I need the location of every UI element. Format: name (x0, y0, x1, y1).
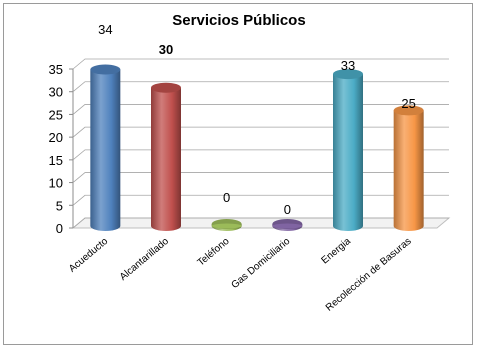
bar-3 (211, 219, 242, 231)
bar-top (90, 64, 121, 75)
gridline (72, 172, 449, 183)
y-tick-label: 20 (49, 130, 63, 145)
bar-body (333, 74, 363, 231)
bar-body (393, 110, 424, 231)
bar-1 (90, 64, 121, 232)
bar-5 (333, 69, 363, 231)
bar-body (90, 69, 121, 232)
bar-flat (272, 223, 303, 229)
data-label: 0 (284, 202, 291, 217)
gridline (72, 104, 449, 115)
y-tick-label: 35 (49, 62, 63, 77)
chart-floor (71, 217, 451, 229)
y-tick-label: 25 (49, 107, 63, 122)
bar-2 (151, 82, 181, 231)
data-label: 30 (159, 42, 173, 57)
bar-top (151, 82, 181, 93)
gridline (72, 81, 449, 93)
chart-title: Servicios Públicos (172, 12, 306, 29)
x-tick-label: Alcantarillado (118, 236, 171, 283)
data-label: 25 (401, 96, 415, 111)
data-label: 0 (223, 190, 230, 205)
data-label: 34 (98, 22, 112, 37)
gridline (72, 194, 449, 206)
bar-6 (393, 105, 424, 231)
bar-top (393, 105, 424, 116)
y-tick-label: 30 (49, 85, 63, 100)
gridline (72, 58, 449, 70)
y-tick-label: 10 (49, 176, 63, 191)
x-tick-label: Energia (319, 236, 353, 267)
x-tick-label: Acueducto (67, 236, 111, 275)
y-tick-label: 15 (49, 153, 63, 168)
y-tick-label: 5 (56, 198, 63, 213)
bar-body (151, 87, 181, 231)
bar-top (333, 69, 363, 80)
gridline (72, 126, 449, 138)
data-label: 33 (341, 58, 355, 73)
gridline (72, 149, 449, 161)
y-tick-label: 0 (56, 221, 63, 236)
gridline (72, 217, 449, 229)
bar-4 (272, 219, 303, 231)
x-tick-label: Teléfono (196, 236, 232, 269)
x-tick-label: Gas Domiciliario (229, 236, 292, 291)
bar-flat (211, 223, 242, 229)
